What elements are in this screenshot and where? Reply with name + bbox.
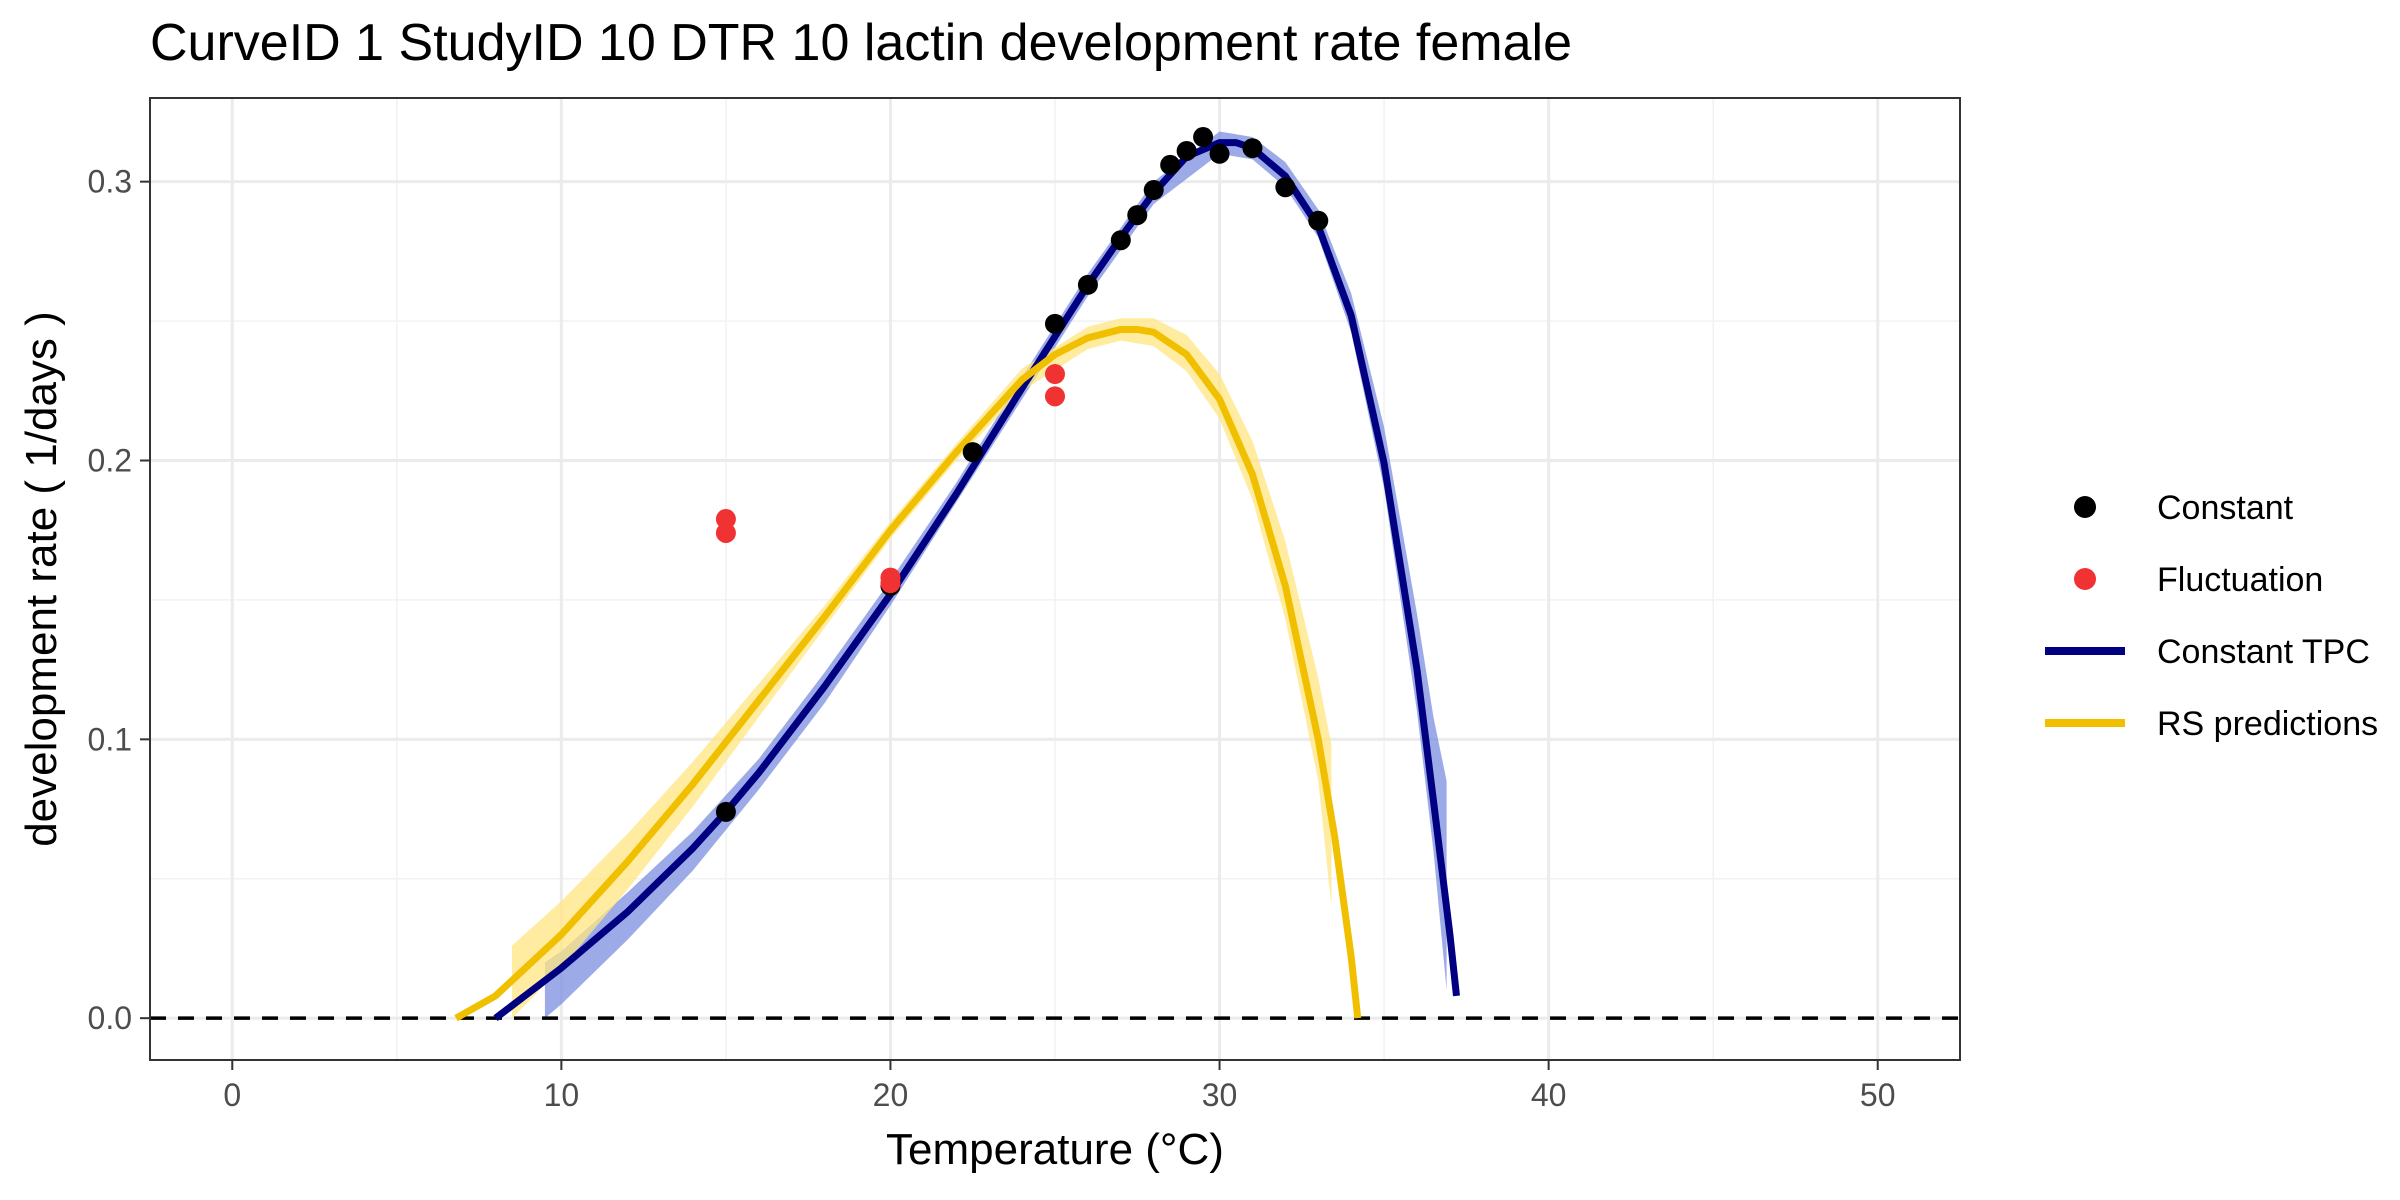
y-tick-label: 0.1	[88, 721, 132, 757]
constant-point	[962, 442, 983, 463]
constant-point	[1209, 143, 1230, 164]
constant-point	[1308, 210, 1329, 231]
legend-label-rs-predictions: RS predictions	[2157, 705, 2378, 743]
confidence-bands	[512, 131, 1447, 1019]
y-tick-label: 0.2	[88, 442, 132, 478]
chart-title: CurveID 1 StudyID 10 DTR 10 lactin devel…	[150, 14, 1572, 72]
y-axis-label: development rate ( 1/days )	[17, 311, 66, 847]
rs-predictions-line	[454, 325, 1362, 1022]
y-tick-label: 0.0	[88, 1000, 132, 1036]
fluctuation-point	[1045, 364, 1065, 385]
constant-point	[1193, 127, 1214, 148]
fluctuation-point	[1045, 386, 1065, 407]
legend-label-fluctuation: Fluctuation	[2157, 561, 2323, 599]
legend-label-constant-tpc: Constant TPC	[2157, 633, 2370, 671]
x-axis-label: Temperature (°C)	[886, 1125, 1224, 1174]
x-tick-label: 30	[1202, 1077, 1238, 1113]
x-tick-label: 20	[873, 1077, 909, 1113]
y-tick-label: 0.3	[88, 164, 132, 200]
plot-area	[149, 97, 1961, 1061]
constant-point	[1176, 140, 1197, 161]
constant-point	[1110, 230, 1131, 251]
plot-border	[149, 97, 1961, 1061]
legend-key-constant	[2074, 496, 2096, 518]
constant-point	[1127, 205, 1148, 226]
x-tick-label: 0	[223, 1077, 241, 1113]
legend: Constant Fluctuation Constant TPC RS predic…	[2045, 489, 2378, 743]
x-axis: 0 10 20 30 40 50	[223, 1060, 1896, 1113]
fluctuation-point	[715, 509, 736, 530]
x-tick-label: 40	[1531, 1077, 1567, 1113]
constant-point	[1242, 138, 1263, 159]
constant-point	[715, 801, 736, 822]
constant-point	[1045, 313, 1065, 334]
constant-point	[1077, 274, 1098, 295]
constant-point	[1275, 177, 1296, 198]
fluctuation-point	[880, 573, 901, 594]
x-tick-label: 10	[544, 1077, 580, 1113]
legend-key-fluctuation	[2074, 568, 2096, 590]
x-tick-label: 50	[1860, 1077, 1896, 1113]
constant-tpc-band	[544, 131, 1447, 1019]
constant-point	[1160, 154, 1181, 175]
y-axis: 0.0 0.1 0.2 0.3	[88, 164, 150, 1036]
fluctuation-point	[715, 522, 736, 543]
constant-point	[1143, 180, 1164, 201]
legend-label-constant: Constant	[2157, 489, 2294, 527]
data-points	[715, 127, 1329, 822]
